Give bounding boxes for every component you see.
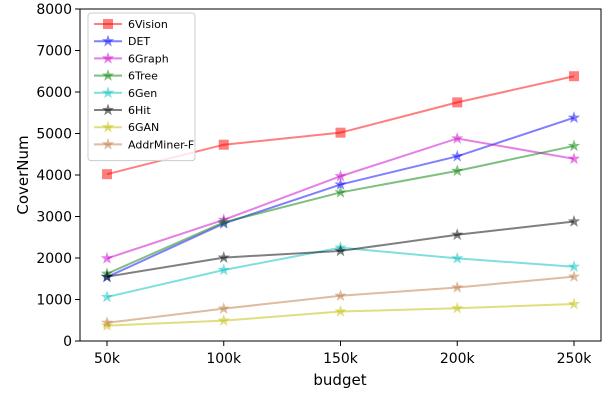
x-tick-label: 250k xyxy=(557,351,593,367)
data-point xyxy=(567,270,581,282)
legend-item: 6Graph xyxy=(94,51,169,65)
legend-item: AddrMiner-F xyxy=(94,137,194,151)
data-point xyxy=(217,263,230,276)
y-tick-label: 0 xyxy=(63,334,72,350)
legend-label: 6Hit xyxy=(128,104,151,117)
series-addrminer-f xyxy=(100,270,581,328)
data-point xyxy=(334,289,347,302)
y-tick-label: 7000 xyxy=(36,44,72,60)
legend-marker xyxy=(101,86,115,99)
data-point xyxy=(451,149,464,162)
x-tick-label: 200k xyxy=(440,351,476,367)
data-point xyxy=(334,305,347,317)
legend-box xyxy=(87,12,196,162)
data-point xyxy=(567,214,581,227)
legend-item: 6Gen xyxy=(94,86,157,100)
data-point xyxy=(451,251,464,264)
y-tick-label: 6000 xyxy=(36,85,72,101)
legend-item: 6Hit xyxy=(94,103,151,117)
legend-label: AddrMiner-F xyxy=(128,138,194,151)
data-point xyxy=(334,178,347,190)
data-point xyxy=(334,244,347,257)
legend-marker xyxy=(101,103,115,116)
legend-label: 6Tree xyxy=(128,70,158,83)
data-point xyxy=(334,169,347,182)
legend-marker xyxy=(101,34,115,47)
legend-label: DET xyxy=(128,35,150,48)
legend-marker xyxy=(101,137,115,150)
series-line xyxy=(106,275,575,324)
data-point xyxy=(451,301,464,314)
data-point xyxy=(100,290,114,303)
data-point xyxy=(451,280,464,293)
y-tick-label: 8000 xyxy=(36,2,72,18)
data-point xyxy=(567,152,581,165)
legend: 6Vision DET 6Graph 6Tree 6Gen 6Hit 6GAN AddrMin… xyxy=(87,12,196,162)
data-point xyxy=(451,164,464,177)
axis-layer: 0 1000 2000 3000 4000 5000 6000 7000 8000 50k 100k… xyxy=(36,2,592,367)
data-point xyxy=(102,169,112,180)
data-point xyxy=(452,97,463,108)
data-point xyxy=(567,111,581,123)
legend-item: 6GAN xyxy=(94,120,159,134)
legend-label: 6Gen xyxy=(128,87,157,100)
legend-marker xyxy=(103,19,113,29)
legend-marker xyxy=(101,120,115,133)
data-point xyxy=(218,139,229,150)
y-tick-label: 3000 xyxy=(36,210,72,226)
data-point xyxy=(217,314,230,326)
y-tick-label: 5000 xyxy=(36,127,72,143)
legend-item: 6Vision xyxy=(94,18,168,31)
legend-item: DET xyxy=(94,34,150,48)
data-point xyxy=(334,185,347,198)
x-tick-label: 50k xyxy=(94,351,121,367)
y-axis-title: CoverNum xyxy=(14,135,32,214)
data-point xyxy=(567,139,581,152)
legend-marker xyxy=(101,69,115,81)
x-tick-label: 150k xyxy=(323,351,359,367)
x-tick-label: 100k xyxy=(206,351,242,367)
legend-item: 6Tree xyxy=(94,69,158,83)
data-point xyxy=(100,316,114,328)
data-point xyxy=(335,127,346,138)
data-point xyxy=(100,270,114,282)
y-tick-label: 4000 xyxy=(36,168,72,184)
legend-marker xyxy=(101,51,115,64)
series-layer xyxy=(100,71,581,331)
data-point xyxy=(217,302,230,314)
legend-label: 6Graph xyxy=(128,52,169,65)
data-point xyxy=(451,228,464,241)
y-tick-label: 1000 xyxy=(36,293,72,309)
legend-label: 6Vision xyxy=(128,18,168,31)
series-6hit xyxy=(100,214,581,282)
data-point xyxy=(217,251,230,263)
legend-label: 6GAN xyxy=(128,121,159,134)
data-point xyxy=(217,215,230,228)
data-point xyxy=(100,251,114,264)
x-axis-title: budget xyxy=(313,371,366,389)
series-line xyxy=(106,144,575,275)
data-point xyxy=(569,71,579,82)
data-point xyxy=(567,260,581,272)
data-point xyxy=(567,297,581,310)
data-point xyxy=(451,131,464,144)
y-tick-label: 2000 xyxy=(36,251,72,267)
